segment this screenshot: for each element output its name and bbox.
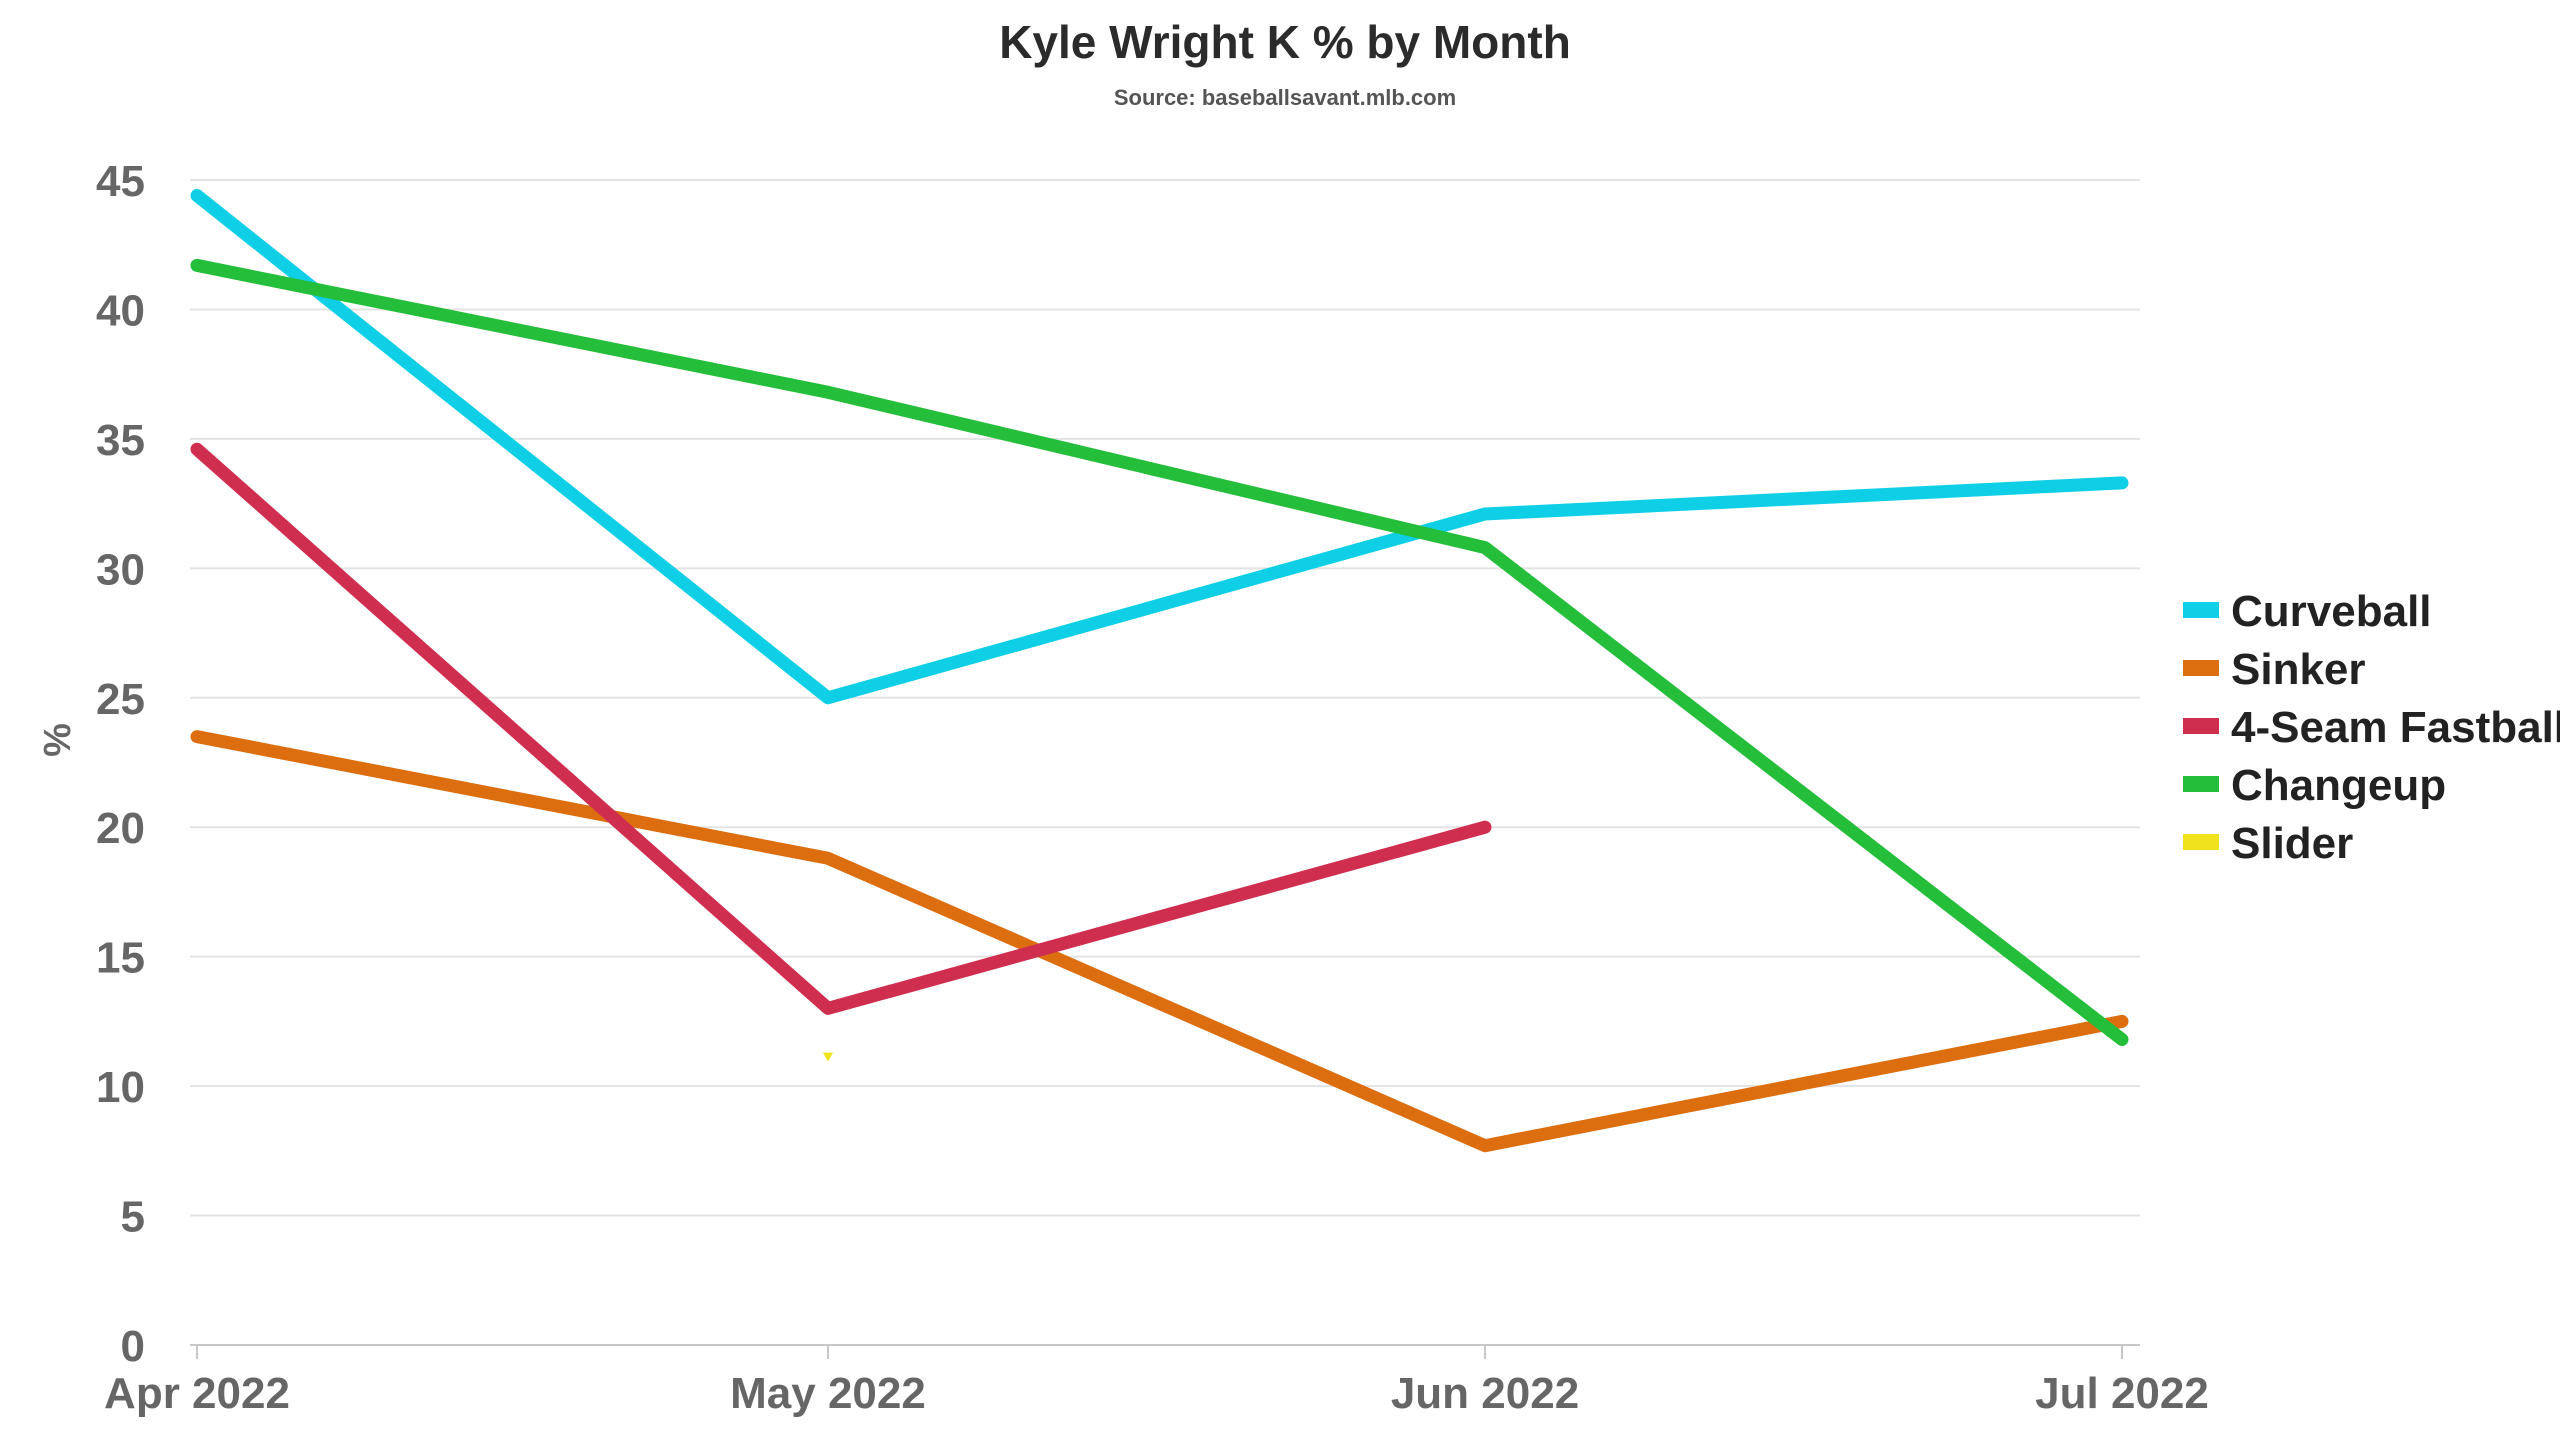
legend-label: Curveball bbox=[2231, 587, 2432, 636]
series-line-changeup bbox=[190, 258, 2129, 1046]
legend: Curveball Sinker 4-Seam Fastball Changeup Sl… bbox=[2183, 587, 2560, 868]
legend-label: Slider bbox=[2231, 819, 2353, 868]
legend-label: 4-Seam Fastball bbox=[2231, 703, 2560, 752]
y-tick-label: 30 bbox=[96, 545, 145, 594]
y-tick-label: 5 bbox=[121, 1193, 145, 1242]
y-axis-ticks: 0 5 10 15 20 25 30 35 40 45 bbox=[96, 157, 145, 1371]
legend-label: Sinker bbox=[2231, 645, 2366, 694]
x-tick-label: Jul 2022 bbox=[2035, 1369, 2209, 1418]
y-tick-label: 40 bbox=[96, 286, 145, 335]
y-tick-label: 35 bbox=[96, 416, 145, 465]
chart-subtitle: Source: baseballsavant.mlb.com bbox=[1114, 85, 1456, 110]
y-tick-label: 25 bbox=[96, 675, 145, 724]
x-tick-label: May 2022 bbox=[730, 1369, 926, 1418]
x-axis-ticks: Apr 2022 May 2022 Jun 2022 Jul 2022 bbox=[104, 1345, 2209, 1418]
legend-swatch bbox=[2183, 660, 2219, 676]
chart-title: Kyle Wright K % by Month bbox=[999, 16, 1571, 68]
legend-swatch bbox=[2183, 602, 2219, 618]
x-tick-label: Apr 2022 bbox=[104, 1369, 290, 1418]
legend-swatch bbox=[2183, 834, 2219, 850]
y-axis-label: % bbox=[37, 723, 79, 757]
legend-swatch bbox=[2183, 718, 2219, 734]
series-lines bbox=[190, 189, 2129, 1153]
legend-swatch bbox=[2183, 776, 2219, 792]
y-tick-label: 45 bbox=[96, 157, 145, 206]
series-point-slider bbox=[823, 1052, 833, 1062]
y-tick-label: 0 bbox=[121, 1322, 145, 1371]
legend-label: Changeup bbox=[2231, 761, 2446, 810]
grid-lines bbox=[190, 179, 2140, 1346]
y-tick-label: 15 bbox=[96, 934, 145, 983]
y-tick-label: 10 bbox=[96, 1063, 145, 1112]
y-tick-label: 20 bbox=[96, 804, 145, 853]
x-tick-label: Jun 2022 bbox=[1391, 1369, 1579, 1418]
series-line-sinker bbox=[190, 730, 2129, 1153]
series-line-4-seam-fastball bbox=[190, 442, 1492, 1015]
series-line-curveball bbox=[190, 189, 2129, 705]
